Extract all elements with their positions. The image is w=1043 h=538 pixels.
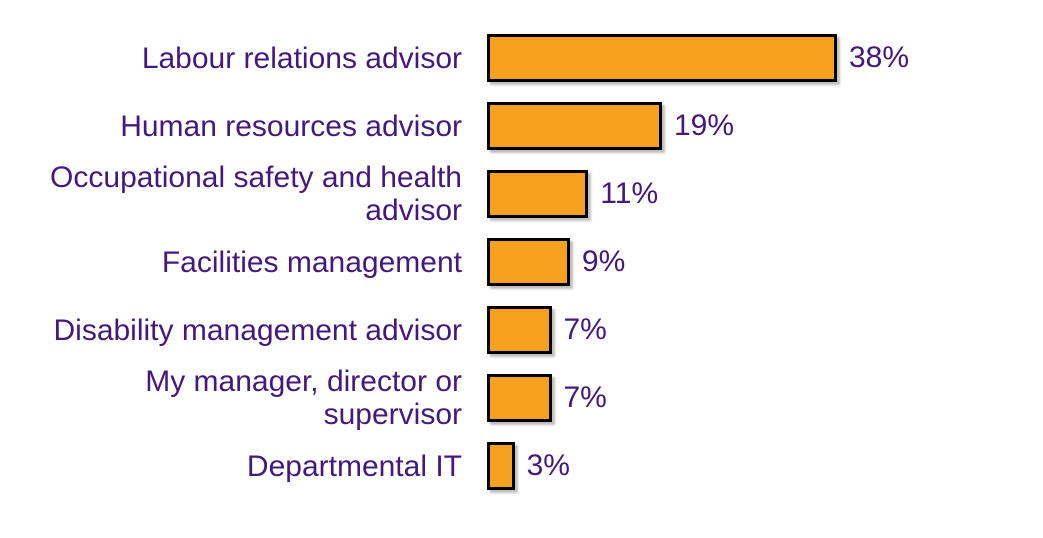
value-label: 7% — [563, 313, 607, 346]
category-label: Facilities management — [161, 245, 462, 279]
bar — [487, 170, 589, 218]
category-label: My manager, director or supervisor — [145, 365, 462, 431]
chart-row: Departmental IT 3% — [0, 432, 1043, 500]
chart-row: Labour relations advisor 38% — [0, 24, 1043, 92]
bar — [487, 34, 837, 82]
chart-row: Disability management advisor 7% — [0, 296, 1043, 364]
category-label: Human resources advisor — [120, 109, 462, 143]
bar — [487, 374, 552, 422]
chart-row: Facilities management 9% — [0, 228, 1043, 296]
category-label: Occupational safety and health advisor — [50, 161, 462, 227]
bar — [487, 306, 552, 354]
chart-row: My manager, director or supervisor 7% — [0, 364, 1043, 432]
bar-area: 7% — [487, 306, 1043, 354]
bar-area: 11% — [487, 170, 1043, 218]
category-label: Disability management advisor — [53, 313, 462, 347]
category-label: Departmental IT — [246, 449, 462, 483]
bar-area: 9% — [487, 238, 1043, 286]
bar-area: 19% — [487, 102, 1043, 150]
bar-area: 3% — [487, 442, 1043, 490]
value-label: 19% — [674, 109, 735, 142]
bar — [487, 238, 570, 286]
value-label: 11% — [600, 177, 659, 210]
chart-row: Occupational safety and health advisor 11… — [0, 160, 1043, 228]
bar — [487, 442, 515, 490]
value-label: 9% — [581, 245, 626, 278]
value-label: 38% — [849, 41, 910, 74]
value-label: 3% — [526, 449, 570, 482]
category-label: Labour relations advisor — [141, 41, 462, 75]
bar — [487, 102, 662, 150]
chart-row: Human resources advisor 19% — [0, 92, 1043, 160]
bar-area: 7% — [487, 374, 1043, 422]
value-label: 7% — [563, 381, 607, 414]
bar-area: 38% — [487, 34, 1043, 82]
